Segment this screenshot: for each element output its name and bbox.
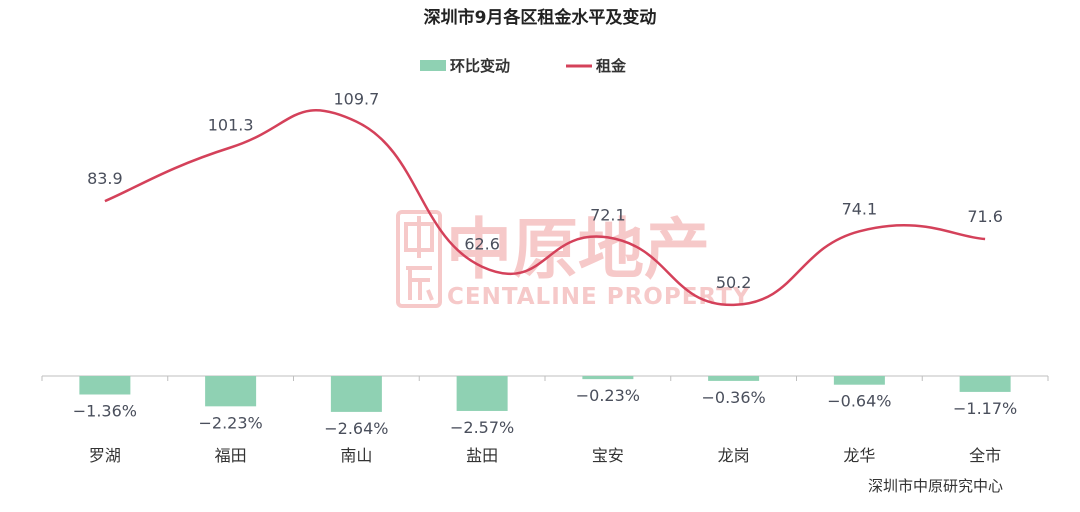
bar-6 bbox=[708, 376, 760, 381]
bar-7 bbox=[833, 376, 885, 385]
source-note: 深圳市中原研究中心 bbox=[868, 477, 1003, 495]
watermark-chinese-text: 中原地产 bbox=[446, 211, 710, 288]
category-label-4: 盐田 bbox=[466, 446, 498, 465]
bar-label-1: −1.36% bbox=[73, 401, 137, 420]
watermark-seal-icon bbox=[396, 210, 442, 308]
legend-line-label: 租金 bbox=[596, 57, 627, 75]
bar-label-5: −0.23% bbox=[576, 386, 640, 405]
bar-8 bbox=[959, 376, 1011, 392]
bar-1 bbox=[79, 376, 131, 395]
rent-line-series bbox=[104, 108, 986, 307]
bar-3 bbox=[330, 376, 382, 412]
line-data-labels: 83.9 101.3 109.7 62.6 72.1 50.2 74.1 71.6 bbox=[87, 90, 1003, 292]
bar-label-4: −2.57% bbox=[450, 418, 514, 437]
category-label-5: 宝安 bbox=[592, 446, 624, 465]
line-label-1: 83.9 bbox=[87, 169, 123, 188]
line-label-6: 50.2 bbox=[716, 273, 752, 292]
category-label-3: 南山 bbox=[340, 446, 372, 465]
bar-4 bbox=[456, 376, 508, 411]
bar-label-6: −0.36% bbox=[702, 388, 766, 407]
line-label-8: 71.6 bbox=[967, 207, 1003, 226]
bar-label-3: −2.64% bbox=[324, 419, 388, 438]
watermark-english-text: CENTALINE PROPERTY bbox=[447, 284, 750, 310]
category-label-8: 全市 bbox=[969, 446, 1001, 465]
bar-2 bbox=[205, 376, 257, 407]
legend-bar-label: 环比变动 bbox=[450, 57, 510, 75]
line-label-3: 109.7 bbox=[333, 90, 379, 109]
bar-label-2: −2.23% bbox=[199, 413, 263, 432]
category-label-7: 龙华 bbox=[843, 446, 875, 465]
bar-label-8: −1.17% bbox=[953, 399, 1017, 418]
line-label-7: 74.1 bbox=[842, 199, 878, 218]
line-label-5: 72.1 bbox=[590, 205, 626, 224]
x-axis-ticks bbox=[41, 376, 1049, 381]
category-label-1: 罗湖 bbox=[89, 446, 121, 465]
x-axis-category-labels: 罗湖 福田 南山 盐田 宝安 龙岗 龙华 全市 bbox=[89, 446, 1001, 465]
bar-5 bbox=[582, 376, 634, 380]
chart-title: 深圳市9月各区租金水平及变动 bbox=[424, 7, 657, 28]
chart-legend: 环比变动 租金 bbox=[420, 57, 627, 75]
category-label-2: 福田 bbox=[215, 446, 247, 465]
bar-data-labels: −1.36% −2.23% −2.64% −2.57% −0.23% −0.36% −0.6… bbox=[73, 386, 1017, 438]
watermark: 中原地产 CENTALINE PROPERTY bbox=[396, 210, 750, 310]
line-label-2: 101.3 bbox=[208, 115, 254, 134]
bar-series bbox=[79, 376, 1011, 412]
legend-bar-swatch bbox=[420, 60, 446, 71]
category-label-6: 龙岗 bbox=[718, 446, 750, 465]
bar-label-7: −0.64% bbox=[827, 392, 891, 411]
line-label-4: 62.6 bbox=[464, 235, 500, 254]
